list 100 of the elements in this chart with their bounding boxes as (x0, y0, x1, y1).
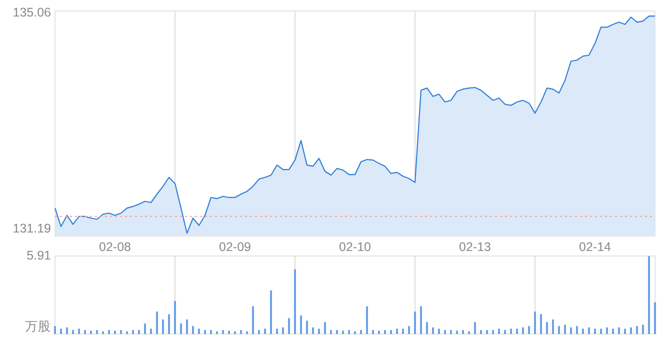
bar (210, 330, 212, 334)
bar (456, 330, 458, 334)
bar (282, 327, 284, 334)
bar (276, 328, 278, 334)
bar (78, 328, 80, 334)
bar (60, 328, 62, 334)
bar (360, 330, 362, 334)
bar (186, 319, 188, 334)
bar (72, 330, 74, 334)
bar (492, 330, 494, 334)
bar (450, 330, 452, 334)
bar (468, 331, 470, 334)
x-tick-label: 02-10 (339, 240, 372, 254)
bar (420, 306, 422, 334)
bar (408, 326, 410, 334)
bar (300, 316, 302, 334)
bar (432, 327, 434, 334)
bar (390, 330, 392, 334)
bar (444, 330, 446, 334)
bar (312, 327, 314, 334)
y-tick-label: 135.06 (12, 6, 52, 20)
bar (156, 312, 158, 334)
bar (552, 319, 554, 334)
bar (258, 330, 260, 334)
bar (306, 320, 308, 334)
bar (402, 328, 404, 334)
x-tick-label: 02-08 (99, 240, 132, 254)
bar (576, 326, 578, 334)
bar (654, 302, 656, 334)
bar (426, 322, 428, 334)
bar (144, 323, 146, 334)
bar (66, 327, 68, 334)
bar (582, 328, 584, 334)
y-axis-title: 万股 (25, 319, 51, 334)
bar (54, 326, 56, 334)
bar (648, 256, 650, 334)
bar (318, 328, 320, 334)
bar (222, 330, 224, 334)
bar (600, 328, 602, 334)
bar (414, 312, 416, 334)
bar (342, 330, 344, 334)
bar (162, 319, 164, 334)
x-tick-label: 02-09 (219, 240, 252, 254)
bar (480, 330, 482, 334)
bar (120, 330, 122, 334)
bar (174, 301, 176, 334)
bar (180, 323, 182, 334)
x-tick-label: 02-14 (579, 240, 612, 254)
bar (522, 327, 524, 334)
bar (216, 331, 218, 334)
bar (540, 314, 542, 334)
bar (84, 330, 86, 334)
bar (126, 331, 128, 334)
bar (354, 331, 356, 334)
bar (150, 328, 152, 334)
bar (366, 306, 368, 334)
bar (114, 330, 116, 334)
bar (534, 312, 536, 334)
bar (594, 328, 596, 334)
bar (102, 331, 104, 334)
bar (198, 328, 200, 334)
bar (90, 330, 92, 334)
bar (588, 327, 590, 334)
bar (96, 330, 98, 334)
bar (570, 327, 572, 334)
bar (138, 330, 140, 334)
bar (378, 330, 380, 334)
bar (636, 326, 638, 334)
x-tick-label: 02-13 (459, 240, 492, 254)
bar (618, 327, 620, 334)
bar (504, 330, 506, 334)
bar (252, 306, 254, 334)
bar (348, 330, 350, 334)
bar (558, 326, 560, 334)
bar (486, 330, 488, 334)
bar (270, 290, 272, 334)
bar (246, 331, 248, 334)
bar (564, 324, 566, 334)
bar (204, 330, 206, 334)
bar (330, 330, 332, 334)
bar (294, 269, 296, 334)
bar (396, 328, 398, 334)
bar (336, 330, 338, 334)
bar (192, 326, 194, 334)
bar (234, 331, 236, 334)
bar (510, 328, 512, 334)
y-tick-label: 5.91 (26, 248, 52, 262)
bar (168, 314, 170, 334)
bar (612, 328, 614, 334)
bar (438, 328, 440, 334)
bar (462, 330, 464, 334)
bar (642, 324, 644, 334)
bar (264, 328, 266, 334)
bar (384, 330, 386, 334)
bar (108, 330, 110, 334)
bar (474, 322, 476, 334)
y-tick-label: 131.19 (12, 222, 52, 236)
bar (516, 328, 518, 334)
bar (288, 318, 290, 334)
bar (528, 326, 530, 334)
